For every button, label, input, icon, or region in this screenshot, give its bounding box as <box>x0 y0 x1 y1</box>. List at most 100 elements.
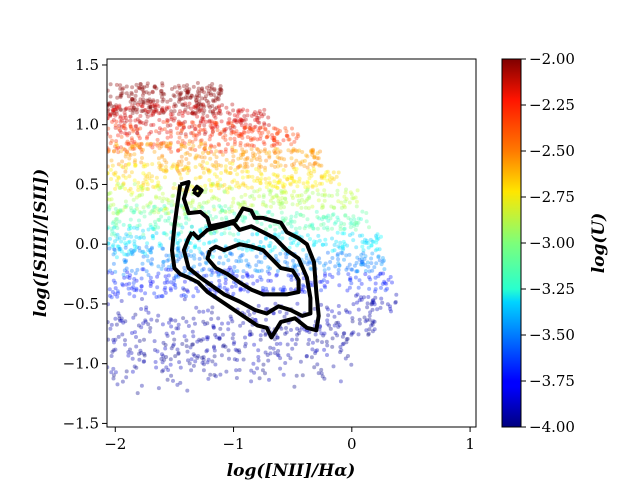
scatter-point <box>309 170 313 175</box>
scatter-point <box>291 179 296 184</box>
scatter-point <box>179 293 184 298</box>
scatter-point <box>223 167 228 172</box>
scatter-point <box>175 163 180 168</box>
scatter-point <box>160 99 165 104</box>
scatter-point <box>155 143 160 148</box>
scatter-point <box>128 347 132 352</box>
scatter-point <box>188 241 193 246</box>
scatter-point <box>301 213 306 218</box>
scatter-point <box>277 232 282 237</box>
scatter-point <box>211 92 216 97</box>
scatter-point <box>161 354 166 359</box>
scatter-point <box>348 225 353 230</box>
scatter-point <box>235 348 240 353</box>
scatter-point <box>192 105 197 109</box>
scatter-point <box>305 188 310 193</box>
scatter-point <box>178 222 183 227</box>
scatter-point <box>192 207 197 211</box>
scatter-point <box>258 125 263 130</box>
scatter-point <box>180 168 185 172</box>
scatter-point <box>111 252 116 257</box>
scatter-point <box>209 231 214 236</box>
scatter-point <box>165 123 170 128</box>
scatter-point <box>161 168 166 173</box>
scatter-point <box>319 176 324 180</box>
scatter-point <box>297 193 302 198</box>
scatter-point <box>151 99 156 104</box>
scatter-point <box>194 286 199 291</box>
scatter-point <box>268 224 273 229</box>
scatter-point <box>372 319 377 324</box>
scatter-point <box>284 129 289 134</box>
scatter-point <box>199 103 203 107</box>
scatter-point <box>307 194 312 199</box>
scatter-point <box>147 131 152 136</box>
scatter-point <box>111 211 116 216</box>
scatter-point <box>303 205 308 210</box>
scatter-point <box>207 137 212 142</box>
scatter-point <box>289 277 294 282</box>
scatter-point <box>187 101 192 106</box>
scatter-point <box>188 201 193 206</box>
scatter-point <box>151 111 156 116</box>
scatter-point <box>325 178 330 183</box>
scatter-point <box>165 377 170 382</box>
scatter-point <box>109 232 114 237</box>
scatter-point <box>258 240 263 244</box>
scatter-point <box>256 348 261 353</box>
scatter-point <box>107 116 110 121</box>
scatter-point <box>267 377 271 382</box>
scatter-point <box>214 111 219 116</box>
scatter-point <box>223 133 228 138</box>
scatter-point <box>294 337 299 342</box>
scatter-point <box>281 372 286 377</box>
scatter-point <box>210 270 215 275</box>
scatter-point <box>140 250 145 255</box>
scatter-point <box>297 226 302 230</box>
scatter-point <box>121 222 126 227</box>
scatter-point <box>107 320 110 325</box>
scatter-point <box>198 119 203 124</box>
scatter-point <box>357 298 362 303</box>
scatter-point <box>336 268 341 272</box>
scatter-point <box>159 88 164 93</box>
scatter-point <box>126 350 131 355</box>
scatter-point <box>228 166 233 171</box>
scatter-point <box>231 341 236 346</box>
scatter-point <box>177 96 182 101</box>
scatter-point <box>189 357 194 362</box>
scatter-point <box>335 333 340 338</box>
scatter-point <box>347 277 352 282</box>
scatter-point <box>197 175 202 180</box>
scatter-point <box>280 196 285 200</box>
scatter-point <box>217 198 222 202</box>
scatter-point <box>206 335 211 340</box>
scatter-point <box>193 359 198 364</box>
scatter-point <box>321 205 326 209</box>
scatter-point <box>201 103 206 108</box>
scatter-point <box>201 117 206 122</box>
scatter-point <box>141 180 146 185</box>
scatter-point <box>310 152 315 157</box>
scatter-point <box>318 324 323 329</box>
scatter-point <box>152 210 157 215</box>
plot-frame <box>106 58 477 428</box>
scatter-point <box>148 326 153 330</box>
scatter-point <box>127 239 132 244</box>
scatter-point <box>127 231 132 236</box>
scatter-point <box>300 289 304 294</box>
scatter-point <box>232 340 237 345</box>
scatter-point <box>113 250 118 255</box>
scatter-point <box>260 288 265 293</box>
scatter-point <box>200 102 205 107</box>
scatter-point <box>252 125 257 130</box>
scatter-point <box>289 224 294 229</box>
scatter-point <box>169 209 174 214</box>
scatter-point <box>134 203 139 208</box>
scatter-point <box>210 126 215 131</box>
scatter-point <box>209 149 214 154</box>
scatter-point <box>243 122 248 127</box>
scatter-point <box>293 342 298 347</box>
scatter-point <box>109 322 114 327</box>
scatter-point <box>107 108 110 113</box>
